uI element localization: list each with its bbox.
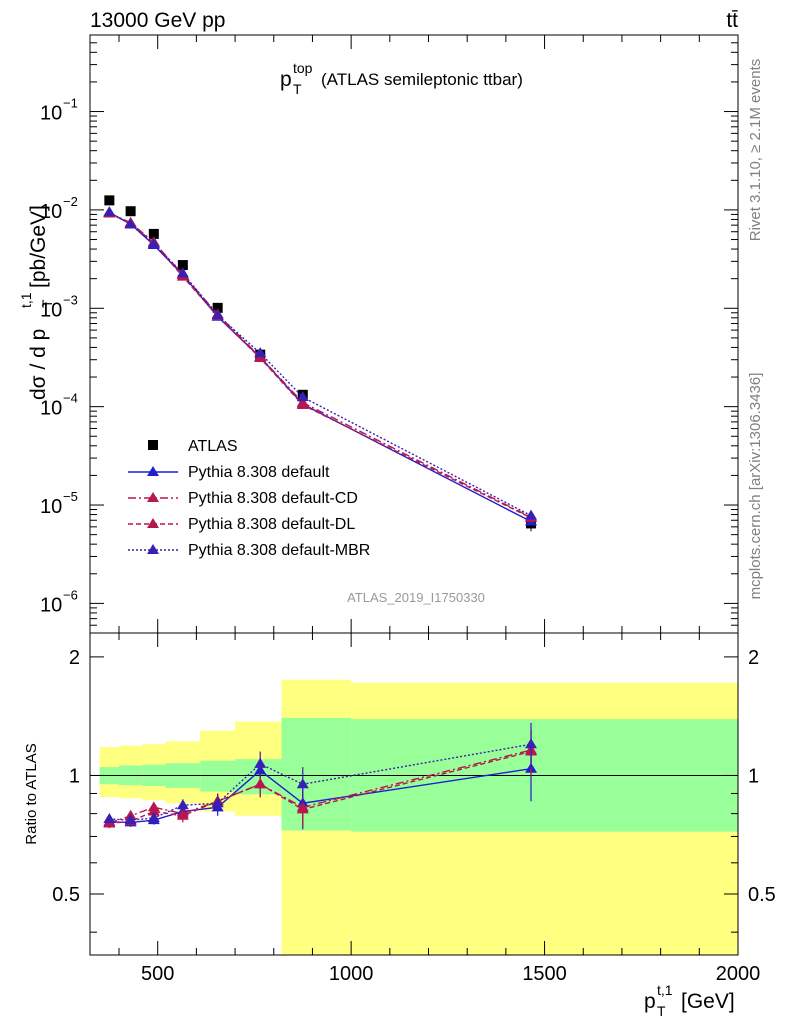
atlas-data-point xyxy=(212,302,223,313)
main-axis-ticks: 10−610−510−410−310−210−1 xyxy=(40,35,739,634)
main-series-group xyxy=(103,195,538,532)
analysis-id: ATLAS_2019_I1750330 xyxy=(347,590,485,605)
main-ytick-label: 10 xyxy=(40,299,62,321)
xlabel-a: p xyxy=(644,990,656,1013)
ratio-ytick-label-right: 2 xyxy=(748,647,759,669)
ratio-series-marker xyxy=(525,738,538,749)
rivet-label: Rivet 3.1.10, ≥ 2.1M events xyxy=(747,59,764,242)
ratio-axis-ticks: 0.5 0.5 1 1 2 2 500 1000 1500 2000 xyxy=(52,633,776,985)
ratio-xtick-label: 500 xyxy=(141,963,174,985)
ratio-ytick-label-left: 1 xyxy=(69,765,80,787)
ratio-xtick-label: 1000 xyxy=(329,963,374,985)
ratio-xtick-label: 2000 xyxy=(716,963,761,985)
main-ytick-exponent: −4 xyxy=(63,391,78,406)
ratio-xtick-label: 1500 xyxy=(522,963,567,985)
main-panel: 10−610−510−410−310−210−1 ATLAS_2019_I175… xyxy=(18,34,739,634)
main-series-marker xyxy=(211,309,224,320)
main-series-marker xyxy=(147,238,160,249)
ratio-series-marker xyxy=(103,813,116,824)
legend-entry-default: Pythia 8.308 default xyxy=(128,464,330,481)
atlas-data-point xyxy=(104,195,115,206)
ratio-series-marker xyxy=(296,803,309,814)
ratio-ytick-label-left: 2 xyxy=(69,647,80,669)
atlas-data-point xyxy=(177,260,188,271)
legend-entry-cd: Pythia 8.308 default-CD xyxy=(128,490,358,507)
title-main: p xyxy=(280,68,292,91)
ratio-panel: 0.5 0.5 1 1 2 2 500 1000 1500 2000 Ratio to ATLAS… xyxy=(23,632,776,1019)
ylabel-sup: t,1 xyxy=(18,292,34,308)
main-ytick-exponent: −2 xyxy=(63,194,78,209)
ylabel-sub: T xyxy=(39,299,55,308)
legend-marker-mbr xyxy=(147,544,159,554)
ratio-ytick-label-right: 0.5 xyxy=(748,884,776,906)
legend-marker-cd xyxy=(147,492,159,502)
energy-label: 13000 GeV pp xyxy=(90,9,225,32)
title-sub: T xyxy=(293,81,302,97)
ratio-ytick-label-right: 1 xyxy=(748,765,759,787)
main-ytick-exponent: −3 xyxy=(63,292,78,307)
process-label: tt̄ xyxy=(726,9,738,32)
main-ytick-label: 10 xyxy=(40,594,62,616)
legend: ATLAS Pythia 8.308 default Pythia 8.308 … xyxy=(128,438,370,559)
main-series-marker xyxy=(296,398,309,409)
ratio-series-marker xyxy=(176,809,189,820)
title-sup: top xyxy=(293,60,313,76)
ratio-series-marker xyxy=(147,805,160,816)
xlabel-sub: T xyxy=(657,1003,666,1019)
main-ytick-label: 10 xyxy=(40,201,62,223)
main-series-marker xyxy=(525,509,538,520)
legend-marker-default xyxy=(147,466,159,476)
ratio-ylabel: Ratio to ATLAS xyxy=(23,743,40,844)
ratio-series-marker xyxy=(211,797,224,808)
ratio-series-marker xyxy=(147,811,160,822)
main-series-marker xyxy=(176,267,189,278)
plot-title: p top T (ATLAS semileptonic ttbar) xyxy=(280,60,523,97)
ratio-bands xyxy=(90,679,738,955)
ratio-band-inner xyxy=(200,760,236,792)
ratio-band-inner xyxy=(281,717,352,831)
ratio-series-marker xyxy=(296,778,309,789)
atlas-data-point xyxy=(125,206,136,217)
ratio-frame xyxy=(89,632,739,956)
legend-label-dl: Pythia 8.308 default-DL xyxy=(188,516,355,533)
xlabel-b: [GeV] xyxy=(681,990,735,1013)
legend-entry-dl: Pythia 8.308 default-DL xyxy=(128,516,355,533)
legend-label-default: Pythia 8.308 default xyxy=(188,464,330,481)
atlas-data-point xyxy=(148,228,159,239)
ratio-series-marker xyxy=(176,799,189,810)
main-ytick-label: 10 xyxy=(40,103,62,125)
legend-entry-mbr: Pythia 8.308 default-MBR xyxy=(128,542,370,559)
ratio-xlabel: p t,1 T [GeV] xyxy=(644,982,735,1019)
main-ytick-exponent: −1 xyxy=(63,96,78,111)
main-ytick-exponent: −6 xyxy=(63,587,78,602)
legend-marker-atlas xyxy=(148,440,158,450)
main-series-marker xyxy=(254,347,267,358)
legend-label-mbr: Pythia 8.308 default-MBR xyxy=(188,542,370,559)
main-series-marker xyxy=(124,218,137,229)
main-ytick-label: 10 xyxy=(40,496,62,518)
legend-label-cd: Pythia 8.308 default-CD xyxy=(188,490,358,507)
main-ytick-label: 10 xyxy=(40,398,62,420)
main-ytick-exponent: −5 xyxy=(63,489,78,504)
ratio-series-line xyxy=(109,743,532,821)
title-rest: (ATLAS semileptonic ttbar) xyxy=(321,70,523,89)
xlabel-sup: t,1 xyxy=(657,982,673,998)
mcplots-label: mcplots.cern.ch [arXiv:1306.3436] xyxy=(747,373,764,600)
legend-marker-dl xyxy=(147,518,159,528)
legend-entry-atlas: ATLAS xyxy=(148,438,238,455)
ratio-series-marker xyxy=(254,757,267,768)
ylabel-b: [pb/GeV] xyxy=(27,205,50,288)
legend-label-atlas: ATLAS xyxy=(188,438,238,455)
ratio-series-marker xyxy=(254,778,267,789)
ratio-series-group xyxy=(103,722,538,830)
main-ylabel: dσ / d p t,1 T [pb/GeV] xyxy=(18,205,55,400)
ratio-series-marker xyxy=(124,814,137,825)
ratio-ytick-label-left: 0.5 xyxy=(52,884,80,906)
main-series-marker xyxy=(103,206,116,217)
ylabel-a: dσ / d p xyxy=(27,329,50,400)
main-series-marker xyxy=(296,391,309,402)
